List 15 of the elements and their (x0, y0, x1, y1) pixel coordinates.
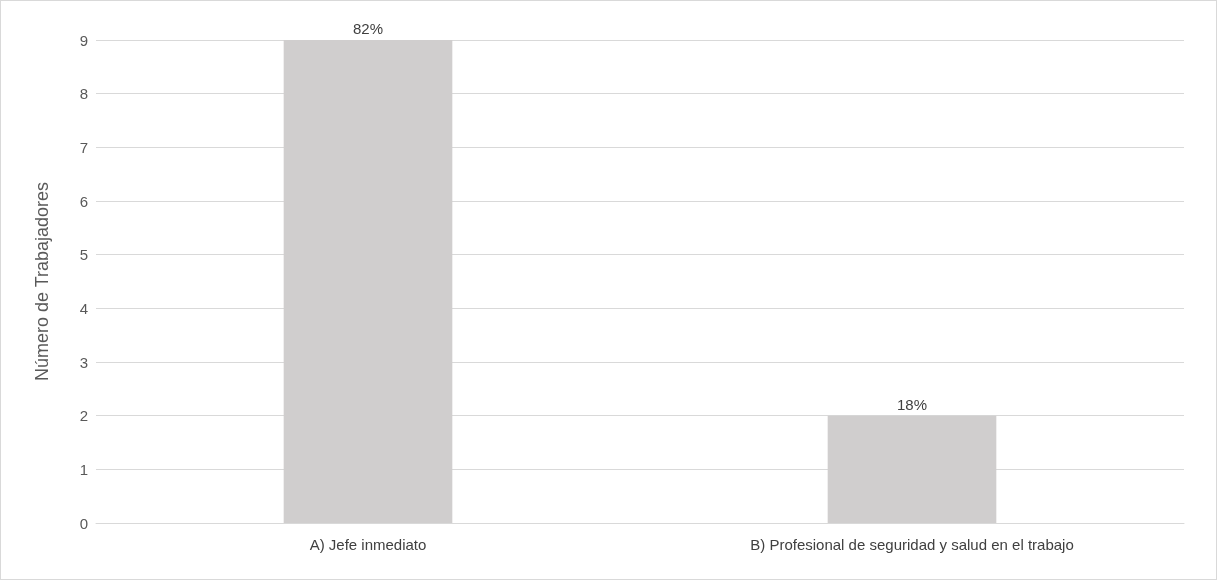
x-tick-label: B) Profesional de seguridad y salud en el trabajo (750, 536, 1074, 553)
y-tick-label: 7 (79, 138, 88, 156)
y-tick-label: 9 (79, 31, 88, 49)
y-tick-label: 8 (79, 85, 88, 103)
y-axis-title: Número de Trabajadores (32, 181, 52, 382)
annotation: 82% (352, 20, 384, 37)
y-tick-label: 6 (79, 192, 88, 210)
y-tick-label: 0 (79, 514, 88, 532)
y-tick-label: 5 (79, 246, 88, 264)
y-tick-label: 4 (79, 299, 88, 317)
y-tick-label: 3 (79, 353, 88, 371)
y-tick-label: 1 (79, 460, 88, 478)
annotation: 18% (896, 395, 928, 413)
x-tick-label: A) Jefe inmediato (309, 536, 427, 553)
y-tick-label: 2 (79, 407, 88, 425)
